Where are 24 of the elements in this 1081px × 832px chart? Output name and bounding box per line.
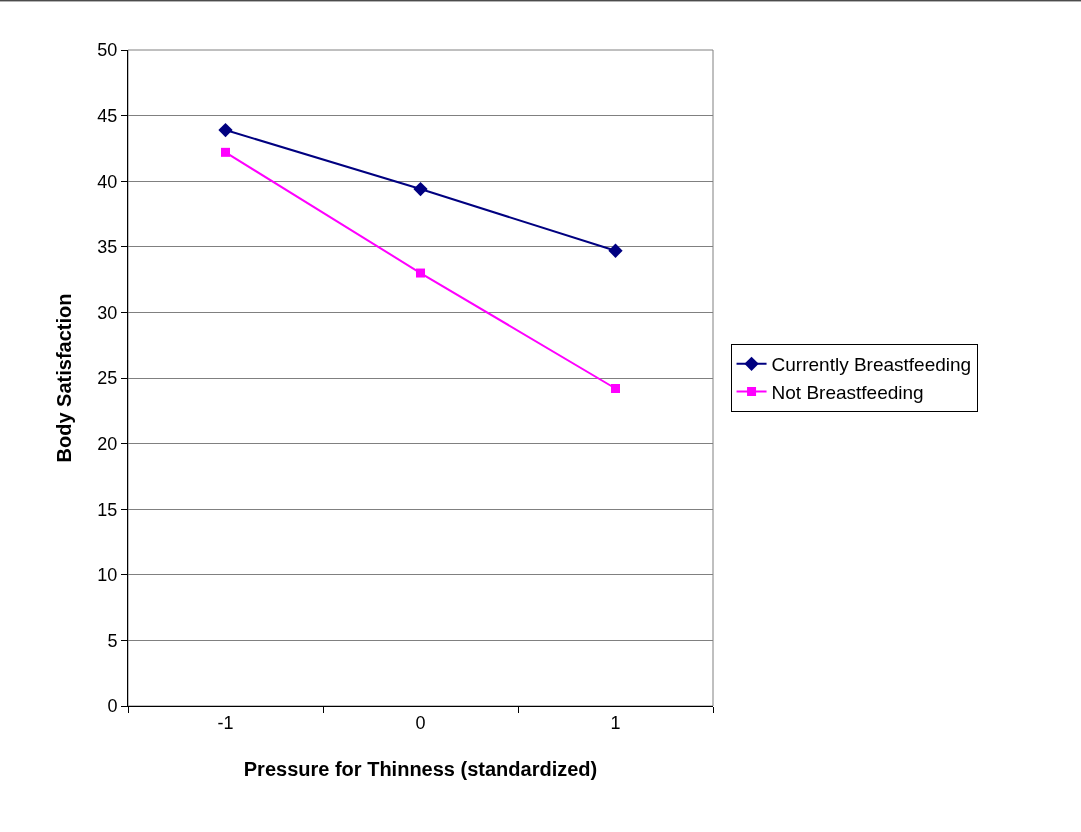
x-tick-label: -1 — [217, 712, 234, 733]
y-axis-title: Body Satisfaction — [52, 293, 75, 463]
y-tick-label: 5 — [107, 630, 118, 651]
legend-label: Not Breastfeeding — [771, 381, 924, 403]
y-tick-label: 45 — [97, 105, 118, 126]
point — [221, 147, 230, 157]
point — [416, 268, 425, 278]
y-tick-label: 10 — [97, 565, 118, 586]
point — [608, 243, 623, 258]
y-tick-label: 30 — [97, 302, 118, 323]
x-tick-label: 0 — [415, 712, 426, 733]
x-axis-title: Pressure for Thinness (standardized) — [243, 758, 598, 781]
point — [611, 384, 620, 393]
y-tick-label: 50 — [97, 40, 118, 61]
legend-label: Currently Breastfeeding — [771, 354, 972, 376]
y-tick-label: 40 — [97, 171, 118, 192]
point — [218, 122, 233, 138]
y-tick-label: 20 — [97, 433, 118, 454]
y-tick-label: 25 — [97, 368, 118, 389]
y-tick-label: 15 — [97, 499, 118, 520]
point — [413, 181, 428, 197]
x-tick-label: 1 — [610, 712, 621, 733]
y-tick-label: 0 — [107, 696, 118, 717]
y-tick-label: 35 — [97, 237, 118, 258]
